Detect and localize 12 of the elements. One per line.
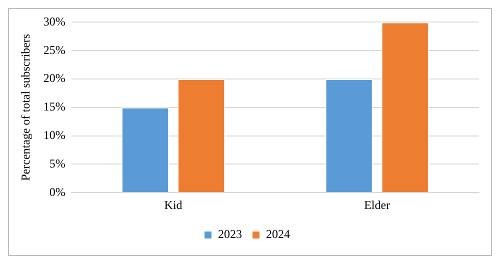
y-tick-label: 25% [43, 42, 66, 57]
y-tick-label: 20% [43, 71, 66, 86]
y-tick-label: 5% [49, 156, 66, 170]
y-tick-label: 15% [43, 100, 66, 114]
x-tick-label: Kid [164, 198, 182, 212]
legend-label: 2024 [266, 227, 290, 242]
x-tick-label: Elder [364, 198, 390, 212]
y-axis-title: Percentage of total subscribers [18, 34, 32, 181]
y-tick-label: 10% [43, 128, 66, 142]
legend-label: 2023 [218, 227, 242, 242]
y-tick-label: 30% [43, 14, 66, 28]
y-tick-label: 0% [49, 184, 66, 199]
